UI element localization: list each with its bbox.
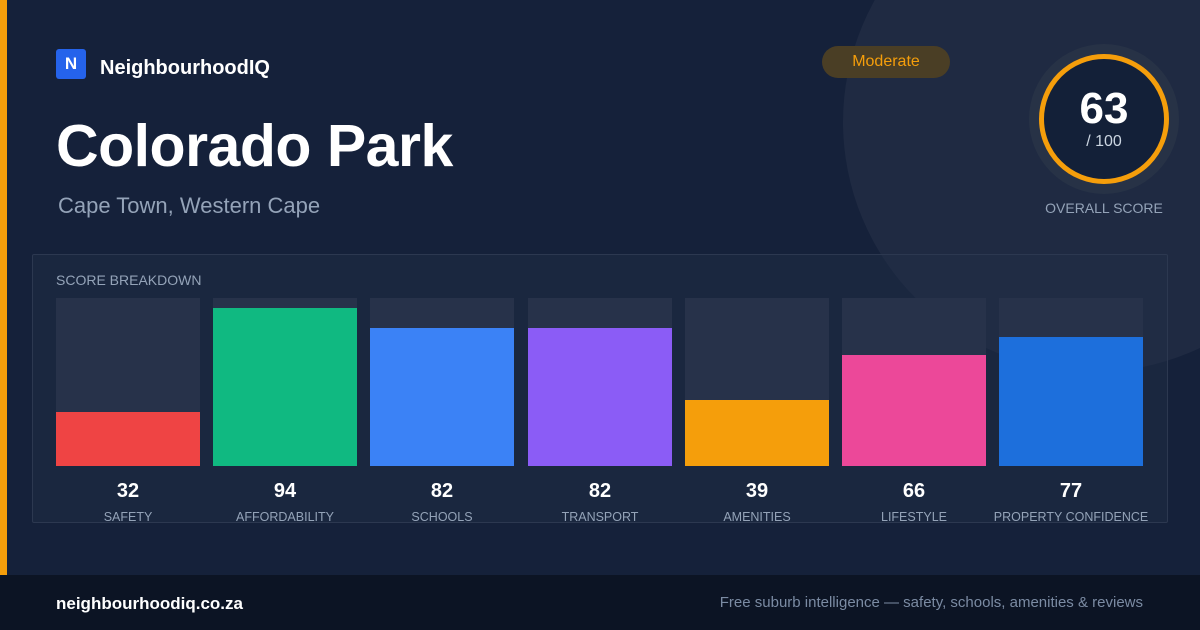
bar-track: [213, 298, 357, 466]
brand-logo-icon: N: [56, 48, 86, 79]
bar-track: [370, 298, 514, 466]
bar-label: SAFETY: [103, 510, 153, 524]
suburb-location: Cape Town, Western Cape: [58, 193, 321, 218]
bar-fill: [213, 308, 357, 466]
bar-value: 77: [1059, 480, 1083, 502]
bar-fill: [528, 328, 672, 466]
bar-value: 82: [588, 480, 612, 502]
footer-domain-link[interactable]: neighbourhoodiq.co.za: [56, 594, 243, 613]
overall-score-ring: 63 / 100: [1029, 44, 1179, 194]
bar-track: [56, 298, 200, 466]
overall-score-max: / 100: [1086, 133, 1122, 150]
overall-score-value: 63: [1079, 84, 1129, 133]
brand-name: NeighbourhoodIQ: [100, 57, 270, 79]
bar-fill: [56, 412, 200, 466]
bar-label: TRANSPORT: [561, 510, 639, 524]
bar-value: 32: [116, 480, 140, 502]
bar-fill: [685, 400, 829, 466]
rating-badge: Moderate: [822, 46, 950, 78]
bar-track: [999, 298, 1143, 466]
bar-fill: [842, 355, 986, 466]
bar-value: 39: [745, 480, 769, 502]
overall-score-caption: OVERALL SCORE: [1045, 200, 1163, 216]
bar-fill: [999, 337, 1143, 466]
overall-score-inner: 63 / 100: [1039, 54, 1169, 184]
footer: neighbourhoodiq.co.za Free suburb intell…: [0, 575, 1200, 630]
footer-tagline: Free suburb intelligence — safety, schoo…: [719, 594, 1143, 611]
bar-track: [842, 298, 986, 466]
suburb-title: Colorado Park: [56, 113, 453, 179]
bar-label: SCHOOLS: [411, 510, 473, 524]
bar-value: 82: [430, 480, 454, 502]
breakdown-title: SCORE BREAKDOWN: [56, 272, 202, 288]
bar-value: 66: [902, 480, 926, 502]
bar-label: PROPERTY CONFIDENCE: [993, 510, 1149, 524]
bar-track: [528, 298, 672, 466]
bar-label: AFFORDABILITY: [236, 510, 334, 524]
accent-bar: [0, 0, 7, 575]
brand[interactable]: N NeighbourhoodIQ: [56, 47, 270, 80]
bar-track: [685, 298, 829, 466]
bar-fill: [370, 328, 514, 466]
bar-label: LIFESTYLE: [881, 510, 947, 524]
bar-label: AMENITIES: [723, 510, 791, 524]
bar-value: 94: [273, 480, 297, 502]
score-breakdown-panel: SCORE BREAKDOWN 32 SAFETY 94 AFFORDABILITY 8…: [32, 254, 1168, 524]
